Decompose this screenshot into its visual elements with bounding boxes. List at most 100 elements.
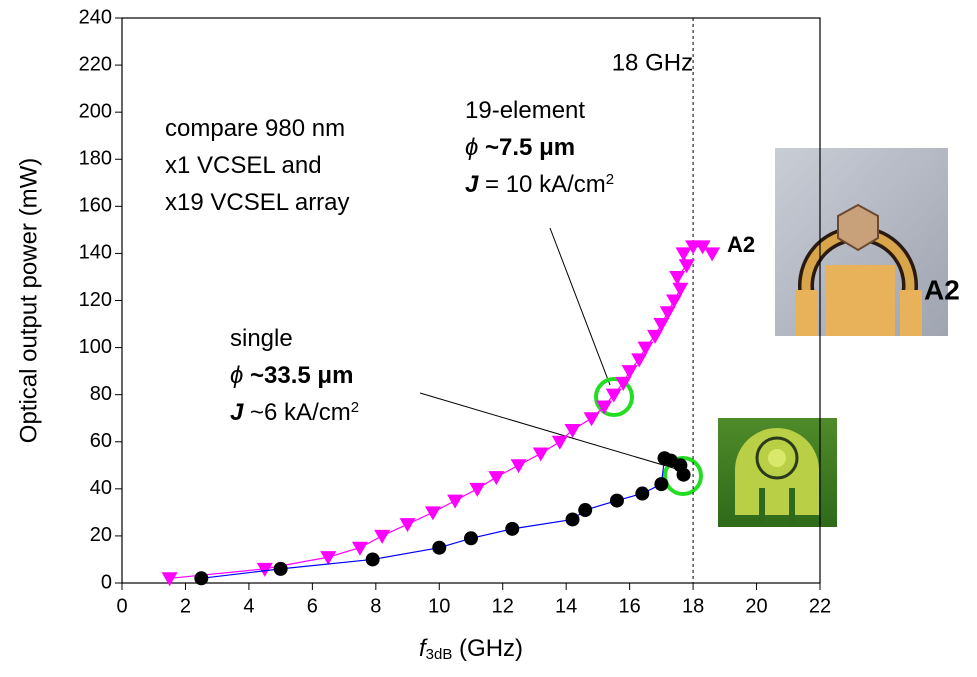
text-part: (GHz) (452, 635, 523, 662)
text-part: ϕ (230, 362, 243, 389)
y-tick-label: 140 (79, 242, 112, 264)
text-part: ~7.5 μm (478, 134, 575, 161)
marker (464, 531, 478, 546)
marker (678, 259, 695, 274)
marker (194, 571, 209, 586)
marker (320, 551, 337, 566)
y-tick-label: 240 (79, 6, 112, 28)
marker (647, 329, 664, 344)
x-tick-label: 4 (243, 595, 254, 617)
annotation: x19 VCSEL array (165, 189, 350, 216)
marker (488, 471, 505, 486)
x-tick-label: 14 (555, 595, 577, 617)
annotation: J ~6 kA/cm2 (230, 399, 359, 426)
y-tick-label: 220 (79, 53, 112, 75)
marker (565, 512, 580, 527)
y-axis-label: Optical output power (mW) (15, 158, 42, 443)
series-line (201, 457, 685, 579)
y-tick-label: 20 (90, 524, 112, 546)
text-part: J (465, 171, 479, 198)
marker (605, 388, 622, 403)
photo-array (775, 148, 948, 336)
marker (666, 294, 683, 309)
y-tick-label: 0 (101, 571, 112, 593)
text-part: ϕ (465, 134, 478, 161)
marker (583, 412, 600, 427)
text-part: = 10 kA/cm (478, 171, 605, 198)
marker (532, 447, 549, 462)
marker (564, 423, 581, 438)
x-tick-label: 22 (809, 595, 831, 617)
text-part: J (230, 399, 244, 426)
annotation: ϕ ~7.5 μm (465, 134, 575, 161)
marker (635, 486, 650, 501)
text-part: 19-element (465, 97, 585, 124)
text-part: compare 980 nm (165, 115, 345, 142)
annotation: x1 VCSEL and (165, 152, 322, 179)
y-tick-label: 120 (79, 289, 112, 311)
x-tick-label: 20 (745, 595, 767, 617)
x-axis-label: f3dB (GHz) (419, 635, 523, 663)
pointers (419, 227, 703, 496)
x-tick-label: 0 (116, 595, 127, 617)
reference-label: 18 GHz (612, 49, 693, 76)
text-part: ~33.5 μm (243, 362, 353, 389)
annotation: ϕ ~33.5 μm (230, 362, 353, 389)
marker (672, 282, 689, 297)
y-tick-label: 40 (90, 477, 112, 499)
marker (256, 562, 273, 577)
text-part: 2 (351, 399, 359, 416)
y-tick-label: 160 (79, 195, 112, 217)
marker (399, 518, 416, 533)
x-tick-label: 8 (370, 595, 381, 617)
text-part: 3dB (426, 646, 453, 663)
marker (424, 506, 441, 521)
marker (351, 541, 368, 556)
marker (704, 247, 721, 262)
marker (654, 477, 669, 492)
annotation: single (230, 325, 293, 352)
text-part: x1 VCSEL and (165, 152, 322, 179)
marker (615, 376, 632, 391)
y-tick-label: 100 (79, 336, 112, 358)
photo-label: A2 (924, 274, 960, 305)
marker (365, 552, 380, 567)
text-part: f (419, 635, 428, 662)
x-tick-label: 18 (682, 595, 704, 617)
marker (578, 503, 593, 518)
text-part: 2 (606, 171, 614, 188)
marker (609, 493, 624, 508)
marker (510, 459, 527, 474)
marker (596, 400, 613, 415)
annotation: compare 980 nm (165, 115, 345, 142)
annotation: J = 10 kA/cm2 (465, 171, 614, 198)
y-tick-label: 180 (79, 148, 112, 170)
marker (621, 365, 638, 380)
marker (676, 467, 691, 482)
marker (505, 521, 520, 536)
marker (551, 435, 568, 450)
series-label: A2 (727, 232, 755, 257)
x-tick-label: 6 (307, 595, 318, 617)
x-tick-label: 10 (428, 595, 450, 617)
marker (669, 270, 686, 285)
annotation: 19-element (465, 97, 585, 124)
marker (675, 247, 692, 262)
marker (161, 572, 178, 587)
marker (469, 482, 486, 497)
y-tick-label: 60 (90, 430, 112, 452)
marker (432, 540, 447, 555)
marker (694, 240, 711, 255)
marker (659, 306, 676, 321)
marker (653, 318, 670, 333)
x-tick-label: 2 (180, 595, 191, 617)
photo-single (718, 418, 837, 527)
marker (631, 353, 648, 368)
marker (374, 529, 391, 544)
marker (273, 561, 288, 576)
x-tick-label: 16 (619, 595, 641, 617)
x-tick-label: 12 (492, 595, 514, 617)
marker (447, 494, 464, 509)
y-tick-label: 80 (90, 383, 112, 405)
